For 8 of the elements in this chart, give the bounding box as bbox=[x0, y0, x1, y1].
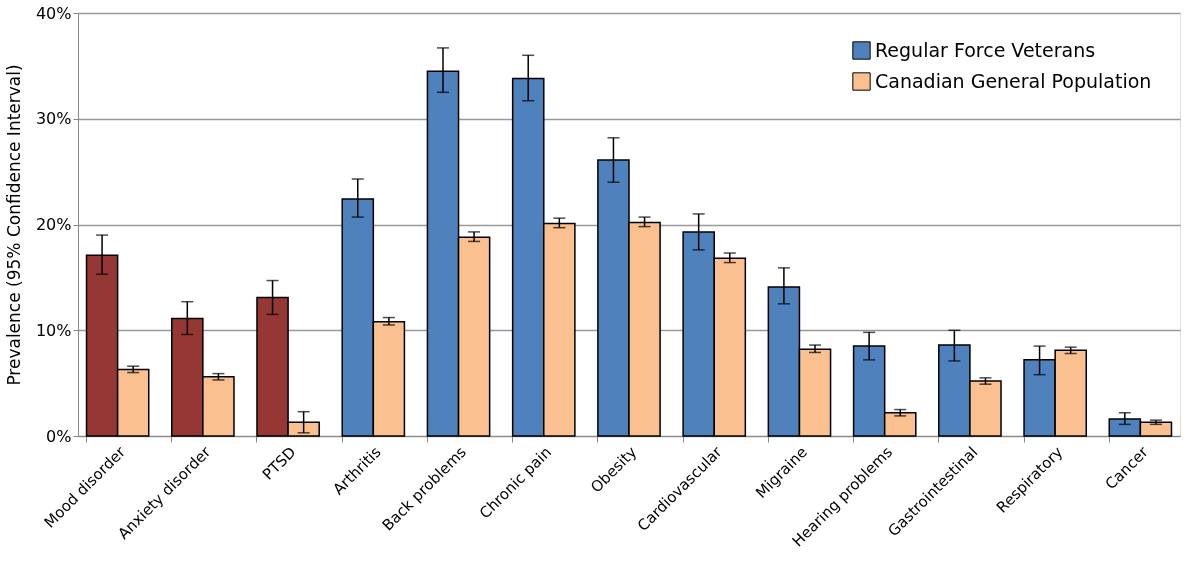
y-tick-label: 30% bbox=[35, 109, 72, 129]
y-axis-title: Prevalence (95% Confidence Interval) bbox=[3, 64, 24, 386]
y-tick-label: 20% bbox=[35, 215, 72, 234]
legend-label: Canadian General Population bbox=[875, 69, 1152, 92]
y-tick-label: 10% bbox=[35, 320, 72, 340]
y-tick-label: 0% bbox=[46, 426, 72, 446]
y-tick-label: 40% bbox=[35, 3, 72, 23]
legend-label: Regular Force Veterans bbox=[875, 38, 1096, 61]
